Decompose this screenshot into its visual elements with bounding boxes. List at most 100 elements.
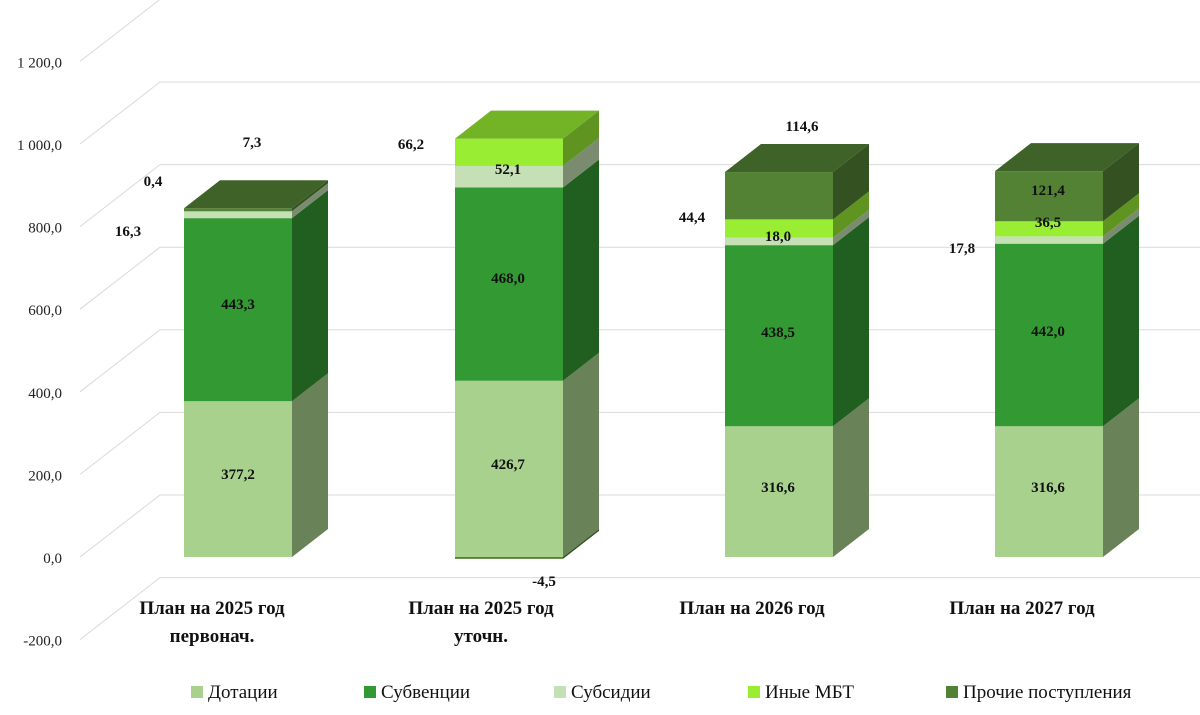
bar-иные-мбт [455,138,563,166]
data-label: 121,4 [1031,183,1065,199]
legend-swatch [364,686,376,698]
bar-side-субвенции [563,159,599,381]
bar-side-дотации [833,398,869,557]
legend-item-иные-мбт: Иные МБТ [748,682,854,703]
bar-субсидии [725,237,833,246]
data-label: 316,6 [761,480,795,496]
grid-line-side [79,246,161,310]
data-label: 468,0 [491,271,525,287]
y-tick-label: 800,0 [28,221,62,237]
category-label: План на 2025 год [408,598,554,619]
data-label: 66,2 [398,137,424,153]
bar-top [455,110,599,139]
legend: Дотации Субвенции Субсидии Иные МБТ Прочие п… [191,682,1132,703]
y-tick-label: 600,0 [28,303,62,319]
bar-субвенции [455,187,563,381]
bar-stack-1 [184,180,328,557]
data-label: 18,0 [765,229,791,245]
y-tick-label: 200,0 [28,468,62,484]
grid-line-side [79,329,161,393]
bar-side-прочие-поступления [1103,143,1139,222]
bar-субсидии [455,165,563,188]
bar-side-субсидии [292,183,328,219]
category-labels-layer: План на 2025 год первонач. План на 2025 го… [139,598,1095,647]
data-label: 44,4 [679,210,706,226]
category-label: первонач. [170,626,255,647]
grid-line-side [79,494,161,558]
bar-side-субвенции [292,190,328,402]
bar-side-прочие-поступления [833,144,869,220]
grid-line-side [79,577,161,640]
data-labels-layer: 377,2 443,3 16,3 0,4 7,3 426,7 468,0 52,1 66,2 -4… [115,119,1066,590]
data-label: 16,3 [115,224,141,240]
data-label: 36,5 [1035,215,1061,231]
legend-item-прочие-поступления: Прочие поступления [946,682,1132,703]
bar-stack-4 [995,143,1139,557]
bar-дотации [455,380,563,557]
legend-label: Дотации [208,682,278,703]
bar-прочие-поступления [184,208,292,212]
bar-иные-мбт [995,221,1103,237]
bar-субсидии [995,236,1103,244]
bar-субвенции [995,243,1103,427]
bar-side-субвенции [1103,215,1139,427]
data-label: 438,5 [761,325,795,341]
legend-label: Прочие поступления [963,682,1132,703]
bar-прочие-поступления [455,557,563,559]
legend-swatch [191,686,203,698]
bar-side-иные-мбт [1103,193,1139,237]
bar-side-дотации [563,352,599,557]
bar-side-иные-мбт [292,183,328,212]
data-label: 0,4 [144,174,163,190]
bar-side-прочие-поступления [563,529,599,559]
bar-side-прочие-поступления [292,180,328,212]
category-label: План на 2027 год [949,598,1095,619]
grid-line-side [79,0,161,62]
bar-дотации [995,426,1103,557]
bar-прочие-поступления [995,171,1103,222]
legend-label: Субвенции [381,682,470,703]
legend-swatch [554,686,566,698]
bar-иные-мбт [725,219,833,238]
grid-line-side [79,164,161,227]
y-tick-label: -200,0 [23,634,62,650]
legend-item-субсидии: Субсидии [554,682,651,703]
grid-line-side [79,81,161,145]
data-label: -4,5 [532,574,556,590]
bar-side-иные-мбт [833,191,869,238]
data-label: 443,3 [221,297,255,313]
legend-label: Субсидии [571,682,651,703]
bar-side-дотации [292,373,328,557]
legend-label: Иные МБТ [765,682,854,703]
data-label: 17,8 [949,241,975,257]
bar-side-субсидии [833,209,869,246]
bar-субвенции [725,245,833,427]
category-label: План на 2026 год [679,598,825,619]
category-label: уточн. [454,626,508,647]
bar-side-иные-мбт [563,110,599,166]
y-tick-label: 1 000,0 [17,138,62,154]
bar-дотации [725,426,833,557]
bar-прочие-поступления [725,172,833,220]
bar-субвенции [184,218,292,402]
bar-top [725,144,869,173]
bar-stack-3 [725,144,869,557]
data-label: 377,2 [221,467,255,483]
bar-side-дотации [1103,398,1139,557]
data-label: 114,6 [786,119,819,135]
bar-side-субвенции [833,217,869,427]
bar-side-субсидии [1103,208,1139,244]
data-label: 316,6 [1031,480,1065,496]
legend-item-дотации: Дотации [191,682,278,703]
data-label: 7,3 [243,135,262,151]
data-label: 52,1 [495,162,521,178]
data-label: 426,7 [491,457,525,473]
legend-item-субвенции: Субвенции [364,682,470,703]
data-label: 442,0 [1031,324,1065,340]
bar-субсидии [184,211,292,219]
y-axis-ticks: -200,0 0,0 200,0 400,0 600,0 800,0 1 000,0 1 20… [17,55,62,649]
legend-swatch [946,686,958,698]
legend-swatch [748,686,760,698]
bar-top [184,180,328,209]
